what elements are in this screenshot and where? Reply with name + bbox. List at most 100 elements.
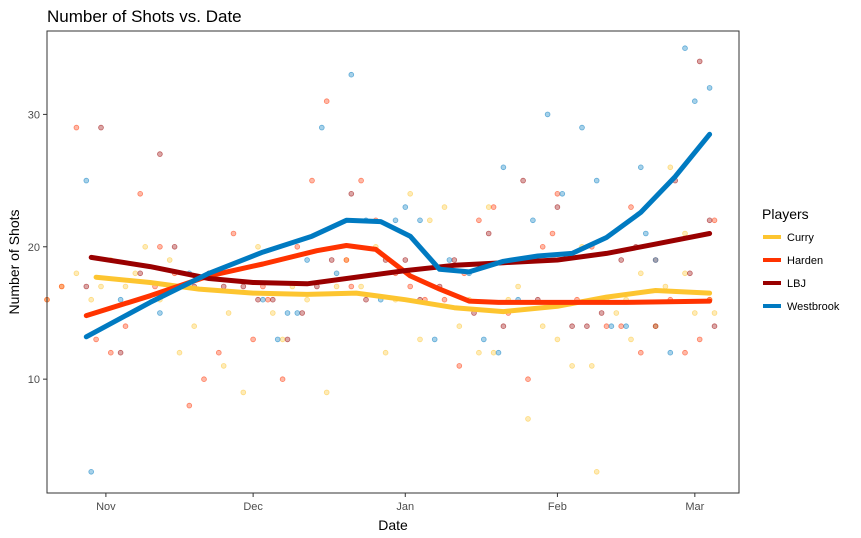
point-westbrook	[294, 310, 301, 316]
point-curry	[485, 204, 492, 210]
point-westbrook	[652, 257, 659, 263]
point-lbj	[706, 217, 713, 224]
point-curry	[132, 270, 139, 277]
point-harden	[628, 204, 634, 210]
legend-label-lbj: LBJ	[787, 278, 806, 290]
point-curry	[476, 349, 482, 356]
point-harden	[201, 376, 207, 383]
point-westbrook	[637, 164, 644, 171]
point-curry	[73, 270, 80, 277]
point-westbrook	[579, 124, 585, 131]
point-curry	[515, 283, 521, 290]
point-lbj	[117, 349, 124, 356]
point-lbj	[98, 124, 104, 131]
point-lbj	[500, 323, 507, 330]
point-lbj	[328, 257, 335, 263]
point-lbj	[348, 191, 355, 197]
point-lbj	[220, 283, 227, 290]
point-harden	[456, 363, 463, 369]
point-lbj	[687, 270, 693, 277]
point-westbrook	[88, 468, 94, 475]
point-lbj	[137, 270, 144, 277]
point-westbrook	[500, 164, 507, 171]
point-harden	[323, 98, 330, 104]
point-lbj	[269, 296, 276, 303]
point-lbj	[299, 310, 306, 316]
point-curry	[98, 283, 104, 290]
y-tick-label: 20	[28, 242, 40, 254]
point-curry	[417, 336, 423, 343]
point-curry	[628, 336, 634, 343]
point-westbrook	[559, 191, 566, 197]
point-harden	[682, 349, 688, 356]
x-tick-label: Mar	[685, 501, 704, 513]
point-westbrook	[392, 217, 399, 224]
point-harden	[122, 323, 129, 330]
point-harden	[250, 336, 256, 343]
point-lbj	[569, 323, 575, 330]
x-tick-label: Nov	[96, 501, 116, 513]
point-lbj	[618, 257, 624, 263]
point-curry	[240, 389, 247, 396]
point-curry	[490, 349, 497, 356]
point-harden	[348, 283, 355, 290]
point-curry	[191, 323, 198, 330]
point-curry	[142, 244, 149, 250]
point-westbrook	[417, 217, 423, 224]
trend-line-curry	[93, 274, 713, 315]
point-westbrook	[623, 323, 629, 330]
point-harden	[696, 336, 703, 343]
point-curry	[682, 230, 688, 237]
legend-label-harden: Harden	[787, 255, 823, 267]
point-curry	[588, 363, 595, 369]
point-harden	[73, 124, 80, 131]
point-westbrook	[706, 85, 713, 91]
x-axis: Nov Dec Jan Feb Mar	[96, 493, 705, 513]
point-westbrook	[667, 349, 674, 356]
point-harden	[216, 349, 222, 356]
point-harden	[230, 230, 237, 237]
point-curry	[225, 310, 232, 316]
point-curry	[304, 296, 310, 303]
point-harden	[157, 244, 163, 250]
point-lbj	[584, 323, 590, 330]
point-harden	[549, 230, 556, 237]
point-westbrook	[348, 71, 355, 78]
point-lbj	[598, 310, 605, 316]
point-harden	[525, 376, 531, 383]
point-lbj	[157, 151, 163, 157]
point-lbj	[284, 336, 291, 343]
point-westbrook	[274, 336, 281, 343]
point-lbj	[83, 283, 90, 290]
point-curry	[637, 270, 644, 277]
point-lbj	[520, 177, 526, 184]
point-curry	[525, 416, 531, 422]
point-westbrook	[608, 323, 615, 330]
point-curry	[456, 323, 463, 330]
point-harden	[137, 191, 144, 197]
point-westbrook	[530, 217, 536, 224]
point-westbrook	[157, 310, 163, 316]
legend-label-curry: Curry	[787, 232, 814, 244]
point-curry	[711, 310, 718, 316]
point-lbj	[652, 323, 659, 330]
point-harden	[441, 296, 448, 303]
point-harden	[108, 349, 114, 356]
point-lbj	[711, 323, 718, 330]
point-westbrook	[260, 296, 266, 303]
point-harden	[186, 402, 193, 409]
trend-line-lbj	[88, 231, 713, 287]
trend-layer	[83, 131, 713, 340]
trend-line-harden	[83, 243, 713, 319]
point-curry	[382, 349, 389, 356]
x-tick-label: Jan	[396, 501, 414, 513]
points-layer	[44, 45, 718, 475]
point-curry	[358, 283, 364, 290]
point-curry	[554, 336, 561, 343]
point-westbrook	[480, 336, 487, 343]
point-curry	[88, 296, 94, 303]
y-axis-title: Number of Shots	[6, 209, 22, 314]
point-harden	[618, 323, 624, 330]
point-westbrook	[495, 349, 502, 356]
point-westbrook	[431, 336, 438, 343]
